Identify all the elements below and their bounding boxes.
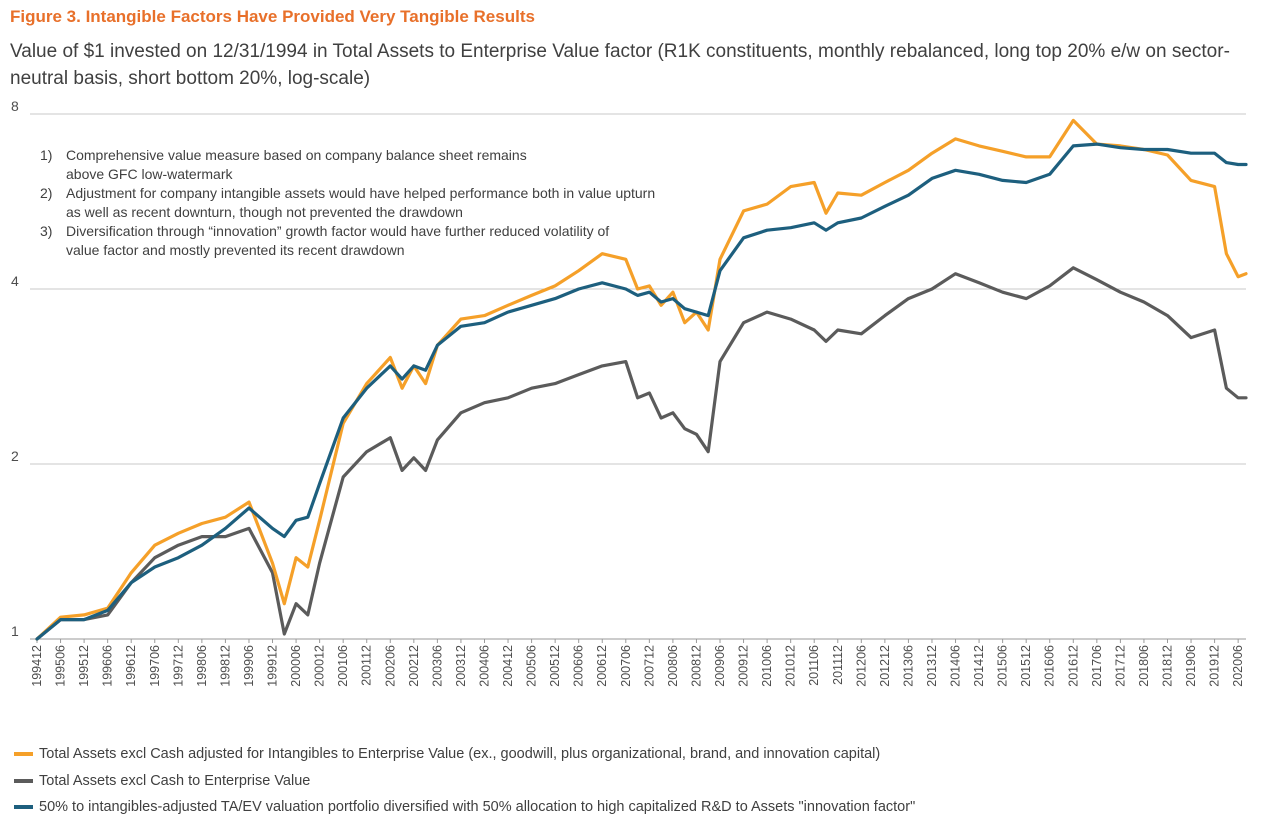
x-tick-label: 199706 (148, 645, 162, 687)
series-line-blue (35, 142, 1248, 641)
x-tick-label: 201106 (807, 645, 821, 686)
x-tick-label: 199506 (54, 645, 68, 687)
x-tick-label: 201112 (831, 645, 845, 685)
annotation-3: 3) Diversification through “innovation” … (40, 222, 656, 260)
x-tick-label: 199606 (101, 645, 115, 687)
y-tick-label: 1 (11, 623, 19, 639)
x-tick-label: 200706 (619, 645, 633, 687)
x-tick-label: 201912 (1208, 645, 1222, 687)
chart-subtitle: Value of $1 invested on 12/31/1994 in To… (10, 41, 1230, 89)
x-tick-label: 201612 (1066, 645, 1080, 687)
legend-swatch-gray (14, 778, 33, 783)
x-tick-label: 199512 (77, 645, 91, 687)
x-tick-label: 201706 (1090, 645, 1104, 687)
x-tick-label: 199712 (171, 645, 185, 687)
y-tick-label: 8 (11, 98, 19, 114)
legend-item-orange: Total Assets excl Cash adjusted for Inta… (14, 744, 915, 764)
x-tick-label: 201806 (1137, 645, 1151, 687)
annotation-text: Adjustment for company intangible assets… (66, 185, 656, 220)
x-tick-label: 201406 (949, 645, 963, 687)
x-tick-label: 201812 (1160, 645, 1174, 687)
x-tick-label: 200206 (383, 645, 397, 687)
series-line-orange (35, 118, 1248, 641)
x-tick-label: 200912 (737, 645, 751, 687)
x-tick-label: 201306 (901, 645, 915, 687)
x-tick-label: 200606 (572, 645, 586, 687)
legend-swatch-blue (14, 805, 33, 809)
x-tick-label: 200612 (595, 645, 609, 687)
x-tick-label: 201506 (996, 645, 1010, 687)
annotation-text: Comprehensive value measure based on com… (66, 147, 527, 182)
x-tick-label: 201006 (760, 645, 774, 687)
x-axis: 199412 199506 199512 199606 199612 199706 1997… (30, 639, 1245, 687)
x-tick-label: 199612 (124, 645, 138, 687)
x-tick-label: 200812 (689, 645, 703, 687)
x-tick-label: 200506 (525, 645, 539, 687)
x-tick-label: 200512 (548, 645, 562, 687)
y-tick-label: 2 (11, 448, 19, 464)
y-tick-label: 4 (11, 273, 19, 289)
x-tick-label: 200906 (713, 645, 727, 687)
x-tick-label: 199812 (218, 645, 232, 687)
x-tick-label: 201312 (925, 645, 939, 687)
x-tick-label: 201606 (1043, 645, 1057, 687)
x-tick-label: 201412 (972, 645, 986, 687)
x-tick-label: 201906 (1184, 645, 1198, 687)
series-line-gray (35, 266, 1248, 641)
legend: Total Assets excl Cash adjusted for Inta… (14, 744, 915, 824)
x-tick-label: 200106 (336, 645, 350, 687)
x-tick-label: 200406 (477, 645, 491, 687)
legend-item-blue: 50% to intangibles-adjusted TA/EV valuat… (14, 797, 915, 817)
annotations: 1) Comprehensive value measure based on … (40, 146, 656, 260)
figure-title: Figure 3. Intangible Factors Have Provid… (10, 7, 535, 26)
x-tick-label: 200212 (407, 645, 421, 687)
annotation-2: 2) Adjustment for company intangible ass… (40, 184, 656, 222)
x-tick-label: 199906 (242, 645, 256, 687)
x-tick-label: 200012 (313, 645, 327, 687)
annotation-number: 1) (40, 147, 53, 163)
x-tick-label: 200112 (360, 645, 374, 686)
series-lines (35, 118, 1248, 641)
x-tick-label: 200312 (454, 645, 468, 687)
x-tick-label: 199912 (266, 645, 280, 687)
x-tick-label: 201212 (878, 645, 892, 687)
x-tick-label: 200412 (501, 645, 515, 687)
x-tick-label: 199806 (195, 645, 209, 687)
x-tick-label: 201012 (784, 645, 798, 687)
x-tick-label: 202006 (1231, 645, 1245, 687)
x-tick-label: 201512 (1019, 645, 1033, 687)
annotation-text: Diversification through “innovation” gro… (66, 223, 610, 258)
x-tick-label: 200006 (289, 645, 303, 687)
x-tick-label: 201712 (1113, 645, 1127, 687)
x-tick-label: 199412 (30, 645, 44, 687)
legend-label: Total Assets excl Cash adjusted for Inta… (39, 746, 881, 762)
legend-item-gray: Total Assets excl Cash to Enterprise Val… (14, 771, 915, 791)
y-axis: 1 2 4 8 (11, 98, 19, 639)
x-tick-label: 201206 (854, 645, 868, 687)
x-tick-label: 200712 (642, 645, 656, 687)
annotation-1: 1) Comprehensive value measure based on … (40, 146, 656, 184)
legend-swatch-orange (14, 752, 33, 756)
annotation-number: 3) (40, 223, 53, 239)
legend-label: 50% to intangibles-adjusted TA/EV valuat… (39, 799, 916, 815)
x-tick-label: 200806 (666, 645, 680, 687)
legend-label: Total Assets excl Cash to Enterprise Val… (39, 772, 311, 789)
annotation-number: 2) (40, 185, 53, 201)
x-tick-label: 200306 (430, 645, 444, 687)
